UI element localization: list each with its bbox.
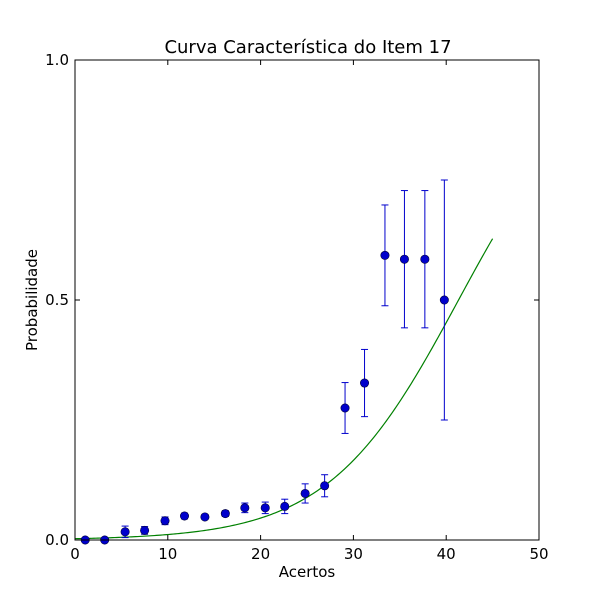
data-point <box>420 254 430 264</box>
y-tick-label: 1.0 <box>45 51 69 69</box>
data-point <box>340 403 350 413</box>
data-point <box>160 516 170 526</box>
data-point <box>260 503 270 513</box>
x-tick-label: 50 <box>529 545 548 563</box>
x-axis-label: Acertos <box>279 563 336 581</box>
plot-area: 0 10 20 30 40 50 0.0 0.5 1.0 <box>45 51 548 563</box>
x-tick-label: 20 <box>251 545 270 563</box>
y-tick-label: 0.5 <box>45 291 69 309</box>
data-point <box>439 295 449 305</box>
data-point <box>280 501 290 511</box>
data-point <box>320 481 330 491</box>
data-point <box>300 488 310 498</box>
data-point <box>200 512 210 522</box>
data-point <box>140 525 150 535</box>
x-tick-label: 40 <box>437 545 456 563</box>
y-tick-label: 0.0 <box>45 531 69 549</box>
data-point <box>120 527 130 537</box>
data-point <box>380 250 390 260</box>
data-point <box>240 503 250 513</box>
data-point <box>360 378 370 388</box>
x-tick-label: 30 <box>344 545 363 563</box>
x-tick-label: 10 <box>158 545 177 563</box>
chart-title: Curva Característica do Item 17 <box>164 37 451 58</box>
x-tick-label: 0 <box>70 545 80 563</box>
y-axis-label: Probabilidade <box>23 249 41 351</box>
data-point <box>180 511 190 521</box>
data-point <box>220 509 230 519</box>
data-point <box>399 254 409 264</box>
